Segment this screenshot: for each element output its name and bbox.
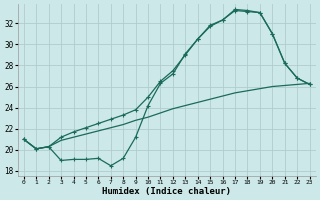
X-axis label: Humidex (Indice chaleur): Humidex (Indice chaleur): [102, 187, 231, 196]
